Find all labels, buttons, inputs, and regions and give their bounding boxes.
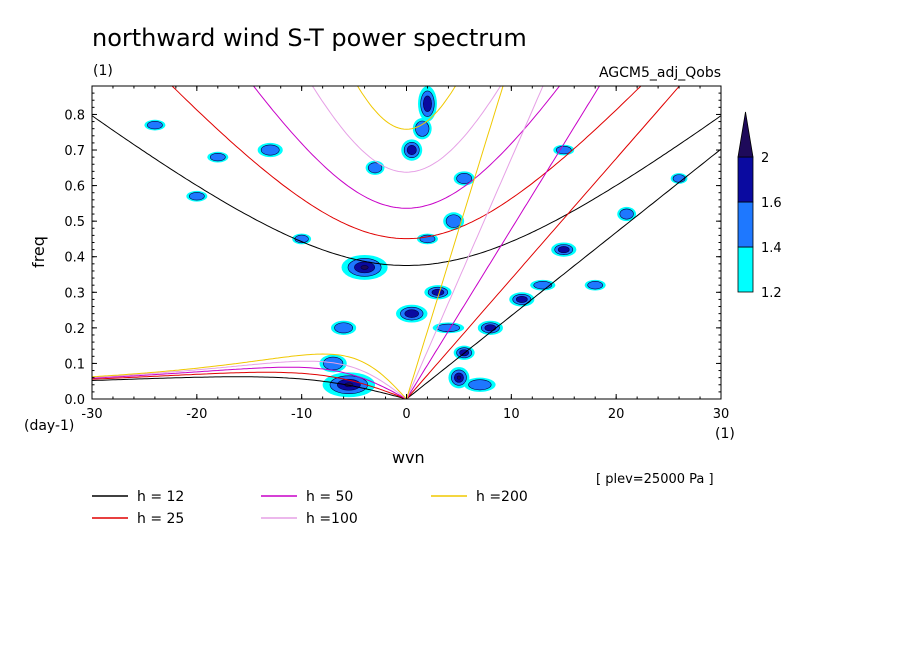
- contour-blob-2-level-3: [456, 375, 461, 380]
- kelvin-curve-h-25: [406, 86, 681, 399]
- y-axis-label: freq: [29, 236, 48, 268]
- x-tick-label: -20: [186, 407, 207, 422]
- y-tick-label: 0.7: [64, 144, 85, 159]
- contour-blob-8-level-2: [484, 324, 497, 332]
- contour-blob-22-level-1: [188, 192, 205, 201]
- x-tick-label: 20: [608, 407, 625, 422]
- plev-note: [ plev=25000 Pa ]: [596, 472, 714, 487]
- x-tick-label: 0: [402, 407, 410, 422]
- subtitle-right: AGCM5_adj_Qobs: [599, 65, 721, 81]
- gravity-curve-h-50: [252, 86, 561, 209]
- colorbar-segment: [737, 156, 754, 203]
- y-tick-label: 0.1: [64, 357, 85, 372]
- contour-blob-11-level-1: [323, 356, 344, 371]
- colorbar-arrow: [737, 111, 754, 158]
- y-tick-label: 0.2: [64, 322, 85, 337]
- contour-blob-15-level-1: [367, 162, 383, 174]
- y-tick-label: 0.8: [64, 108, 85, 123]
- contour-blob-3-level-2: [423, 95, 432, 112]
- kelvin-curve-h-200: [406, 86, 504, 399]
- legend-label: h = 12: [137, 489, 184, 505]
- contour-blob-5-level-2: [404, 309, 419, 318]
- plot-area: [92, 86, 721, 399]
- rossby-curve-h-200: [92, 353, 407, 399]
- contour-blob-12-level-1: [445, 214, 462, 228]
- legend-label: h =200: [476, 489, 528, 505]
- contour-blob-0-level-3: [360, 265, 369, 270]
- rossby-curve-h-50: [92, 366, 407, 399]
- colorbar-label: 1.2: [761, 286, 782, 301]
- x-tick-label: 30: [713, 407, 730, 422]
- kelvin-curve-h-12: [406, 148, 721, 399]
- gravity-curve-h-25: [171, 86, 642, 240]
- contour-blob-18-level-1: [334, 322, 353, 334]
- x-axis-label: wvn: [392, 448, 425, 467]
- contour-blob-28-level-1: [587, 281, 604, 290]
- contour-blob-13-level-1: [456, 173, 473, 184]
- contour-blob-16-level-1: [260, 144, 280, 156]
- rossby-curve-h-25: [92, 371, 407, 399]
- y-unit-label: (day-1): [24, 418, 74, 434]
- kelvin-curve-h-100: [406, 86, 544, 399]
- x-tick-label: -10: [291, 407, 312, 422]
- contour-blob-29-level-1: [147, 120, 163, 130]
- gravity-curve-h-12: [92, 115, 721, 266]
- contour-blob-21-level-1: [468, 379, 492, 391]
- chart-title: northward wind S-T power spectrum: [92, 24, 527, 52]
- x-tick-label: 10: [503, 407, 520, 422]
- contour-blob-24-level-1: [555, 145, 572, 155]
- colorbar-label: 2: [761, 151, 769, 166]
- contour-blob-6-level-2: [431, 288, 445, 296]
- y-tick-label: 0.5: [64, 215, 85, 230]
- rossby-curve-h-12: [92, 376, 407, 399]
- y-tick-label: 0.0: [64, 393, 85, 408]
- colorbar-label: 1.6: [761, 196, 782, 211]
- kelvin-curve-h-50: [406, 86, 601, 399]
- legend-label: h =100: [306, 511, 358, 527]
- colorbar-segment: [737, 201, 754, 248]
- contour-blob-25-level-1: [209, 152, 226, 162]
- x-unit-label: (1): [715, 426, 735, 442]
- y-tick-label: 0.3: [64, 286, 85, 301]
- legend-label: h = 50: [306, 489, 353, 505]
- contour-blob-10-level-2: [557, 246, 570, 254]
- contour-blob-19-level-1: [415, 120, 430, 137]
- contour-blob-17-level-1: [619, 208, 634, 220]
- colorbar-label: 1.4: [761, 241, 782, 256]
- contour-blob-4-level-2: [406, 145, 417, 156]
- gravity-curve-h-100: [311, 86, 502, 173]
- x-tick-label: -30: [81, 407, 102, 422]
- contour-blob-9-level-2: [515, 295, 528, 303]
- y-tick-label: 0.6: [64, 180, 85, 195]
- y-tick-label: 0.4: [64, 251, 85, 266]
- gravity-curve-h-200: [356, 86, 457, 130]
- subtitle-left: (1): [93, 63, 113, 79]
- rossby-curve-h-100: [92, 360, 407, 399]
- colorbar-segment: [737, 246, 754, 293]
- legend-label: h = 25: [137, 511, 184, 527]
